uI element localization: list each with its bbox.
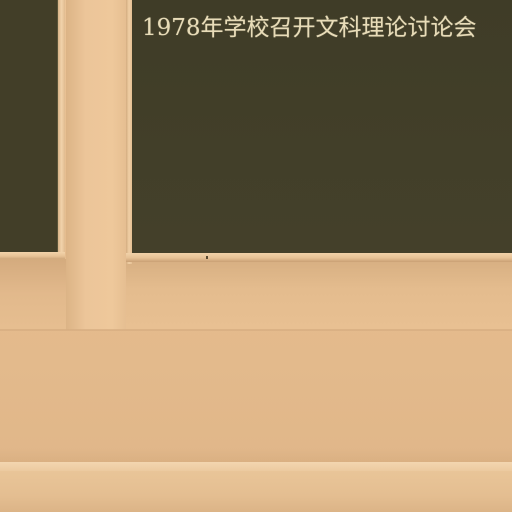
wall-ledge-lower — [0, 471, 512, 512]
wall-line — [0, 329, 512, 331]
main-board-frame-side — [126, 0, 132, 264]
board-caption: 1978年学校召开文科理论讨论会 — [142, 15, 477, 41]
main-blackboard-panel — [132, 0, 512, 253]
wall-ledge — [0, 462, 512, 471]
left-blackboard-panel — [0, 0, 58, 252]
ledge-shadow — [0, 448, 512, 462]
left-panel-frame-bottom — [0, 252, 65, 259]
wall-pillar — [66, 0, 132, 330]
main-board-shadow — [126, 262, 512, 330]
chalk-mark — [206, 256, 208, 259]
left-panel-frame-side — [58, 0, 65, 258]
main-board-frame-bottom — [126, 253, 512, 262]
left-panel-shadow — [0, 259, 66, 329]
